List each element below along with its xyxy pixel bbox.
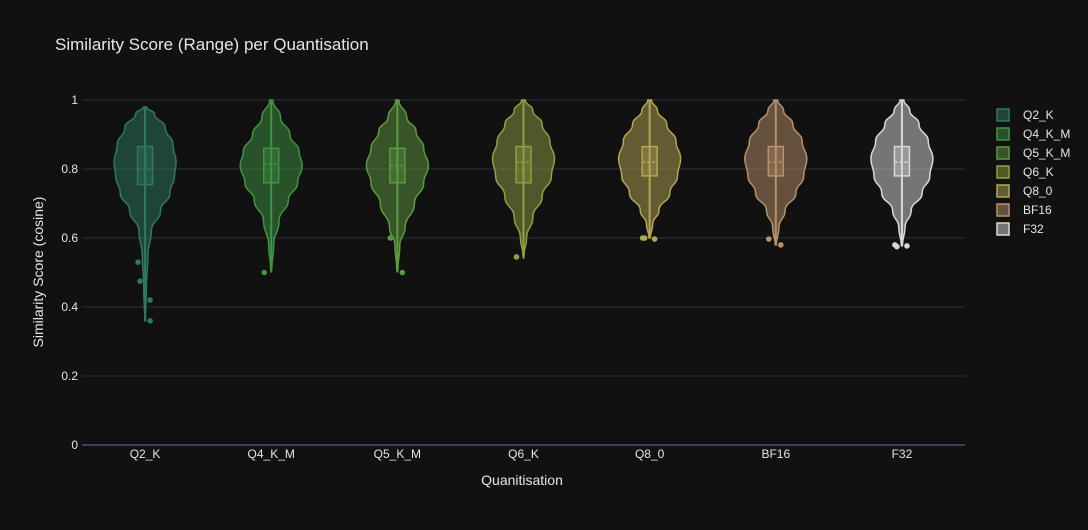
violin-q8-0 <box>617 99 682 242</box>
violin-box <box>262 147 280 184</box>
legend-label: BF16 <box>1023 203 1052 217</box>
legend-label: Q2_K <box>1023 108 1054 122</box>
violin-box <box>515 145 532 184</box>
violin-q2-k <box>113 106 177 324</box>
violin-q4-k-m <box>239 99 303 276</box>
violin-q5-k-m <box>365 99 430 276</box>
legend-swatch <box>996 222 1010 236</box>
violins <box>113 99 934 324</box>
legend-item-q5-k-m: Q5_K_M <box>996 146 1070 160</box>
outlier-point <box>641 235 648 241</box>
y-tick-label: 0.8 <box>61 162 78 176</box>
legend-label: Q5_K_M <box>1023 146 1070 160</box>
outlier-point <box>387 235 394 241</box>
x-tick-label: Q5_K_M <box>374 447 421 461</box>
legend-swatch <box>996 146 1010 160</box>
y-tick-label: 1 <box>71 93 78 107</box>
x-tick-label: Q2_K <box>130 447 161 461</box>
x-tick-label: F32 <box>892 447 913 461</box>
legend-item-bf16: BF16 <box>996 203 1052 217</box>
legend-swatch <box>996 127 1010 141</box>
x-axis-label: Quanitisation <box>481 472 563 488</box>
legend: Q2_K Q4_K_M Q5_K_M Q6_K Q8_0 BF16 F32 <box>996 108 1070 236</box>
legend-label: Q6_K <box>1023 165 1054 179</box>
legend-swatch <box>996 108 1010 122</box>
violin-bf16 <box>744 99 808 248</box>
y-tick-label: 0.6 <box>61 231 78 245</box>
y-tick-label: 0.2 <box>61 369 78 383</box>
outlier-point <box>904 243 910 249</box>
violin-box <box>767 145 785 177</box>
violin-f32 <box>870 99 934 250</box>
x-tick-label: BF16 <box>761 447 790 461</box>
legend-item-q4-k-m: Q4_K_M <box>996 127 1070 141</box>
violin-q6-k <box>491 99 556 260</box>
x-tick-label: Q4_K_M <box>248 447 295 461</box>
legend-swatch <box>996 203 1010 217</box>
legend-label: Q4_K_M <box>1023 127 1070 141</box>
legend-swatch <box>996 184 1010 198</box>
outlier-point <box>147 297 153 303</box>
outlier-point <box>135 259 141 265</box>
chart-title: Similarity Score (Range) per Quantisatio… <box>55 35 369 54</box>
legend-item-f32: F32 <box>996 222 1044 236</box>
outlier-point <box>147 318 153 324</box>
violin-box <box>893 145 911 177</box>
outlier-point <box>894 243 900 250</box>
x-axis-ticks: Q2_K Q4_K_M Q5_K_M Q6_K Q8_0 BF16 F32 <box>130 447 913 461</box>
x-tick-label: Q8_0 <box>635 447 665 461</box>
y-axis-ticks: 0 0.2 0.4 0.6 0.8 1 <box>61 93 78 452</box>
violin-box <box>641 145 658 177</box>
legend-item-q2-k: Q2_K <box>996 108 1054 122</box>
outlier-point <box>137 278 143 284</box>
legend-item-q8-0: Q8_0 <box>996 184 1053 198</box>
legend-label: Q8_0 <box>1023 184 1053 198</box>
x-tick-label: Q6_K <box>508 447 539 461</box>
y-axis-label: Similarity Score (cosine) <box>30 197 46 348</box>
y-tick-label: 0 <box>71 438 78 452</box>
outlier-point <box>513 254 520 260</box>
legend-label: F32 <box>1023 222 1044 236</box>
outlier-point <box>765 236 772 242</box>
outlier-point <box>261 269 268 276</box>
violin-box <box>136 145 154 186</box>
outlier-point <box>651 236 658 242</box>
y-tick-label: 0.4 <box>61 300 78 314</box>
outlier-point <box>777 242 784 248</box>
outlier-point <box>399 269 406 276</box>
legend-item-q6-k: Q6_K <box>996 165 1054 179</box>
legend-swatch <box>996 165 1010 179</box>
